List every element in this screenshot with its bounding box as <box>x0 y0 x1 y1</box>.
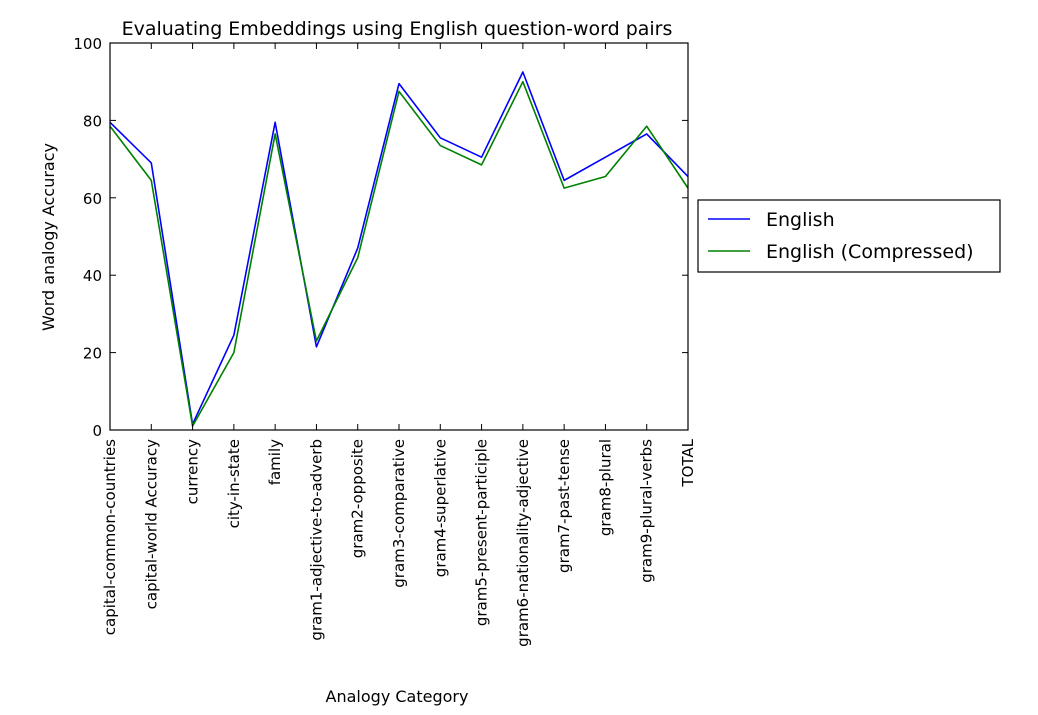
x-tick-label: city-in-state <box>225 439 243 528</box>
plot-area-frame <box>109 42 689 431</box>
x-axis-label: Analogy Category <box>326 687 469 706</box>
x-axis: capital-common-countries capital-world Ac… <box>101 43 697 647</box>
x-tick-label: family <box>266 439 284 485</box>
series-layer <box>109 71 689 427</box>
x-tick-label: gram2-opposite <box>349 439 367 558</box>
y-tick-label: 0 <box>92 422 102 440</box>
x-tick-label: gram3-comparative <box>390 439 408 588</box>
y-tick-label: 100 <box>73 35 102 53</box>
legend-frame <box>697 199 1001 273</box>
x-tick-label: currency <box>184 439 202 504</box>
y-tick-label: 40 <box>83 267 102 285</box>
x-tick-label: gram8-plural <box>596 439 614 536</box>
y-axis-label: Word analogy Accuracy <box>39 143 58 331</box>
y-axis: 0 20 40 60 80 100 <box>73 35 688 440</box>
x-tick-label: gram1-adjective-to-adverb <box>307 439 325 641</box>
x-tick-label: gram6-nationality-adjective <box>514 439 532 647</box>
y-tick-label: 80 <box>83 112 102 130</box>
x-tick-label: gram4-superlative <box>431 439 449 577</box>
y-tick-label: 20 <box>83 345 102 363</box>
x-tick-label: gram9-plural-verbs <box>638 439 656 583</box>
x-tick-label: gram7-past-tense <box>555 439 573 573</box>
x-tick-label: capital-world Accuracy <box>142 439 160 609</box>
chart-title: Evaluating Embeddings using English ques… <box>122 18 673 40</box>
legend-label-0: English <box>766 209 835 231</box>
series-line-1 <box>109 80 689 427</box>
x-tick-label: TOTAL <box>679 438 697 487</box>
legend: English English (Compressed) <box>697 199 1001 273</box>
y-tick-label: 60 <box>83 190 102 208</box>
series-line-0 <box>109 71 689 425</box>
x-tick-label: gram5-present-participle <box>473 439 491 626</box>
x-tick-label: capital-common-countries <box>101 439 119 635</box>
legend-label-1: English (Compressed) <box>766 241 974 263</box>
